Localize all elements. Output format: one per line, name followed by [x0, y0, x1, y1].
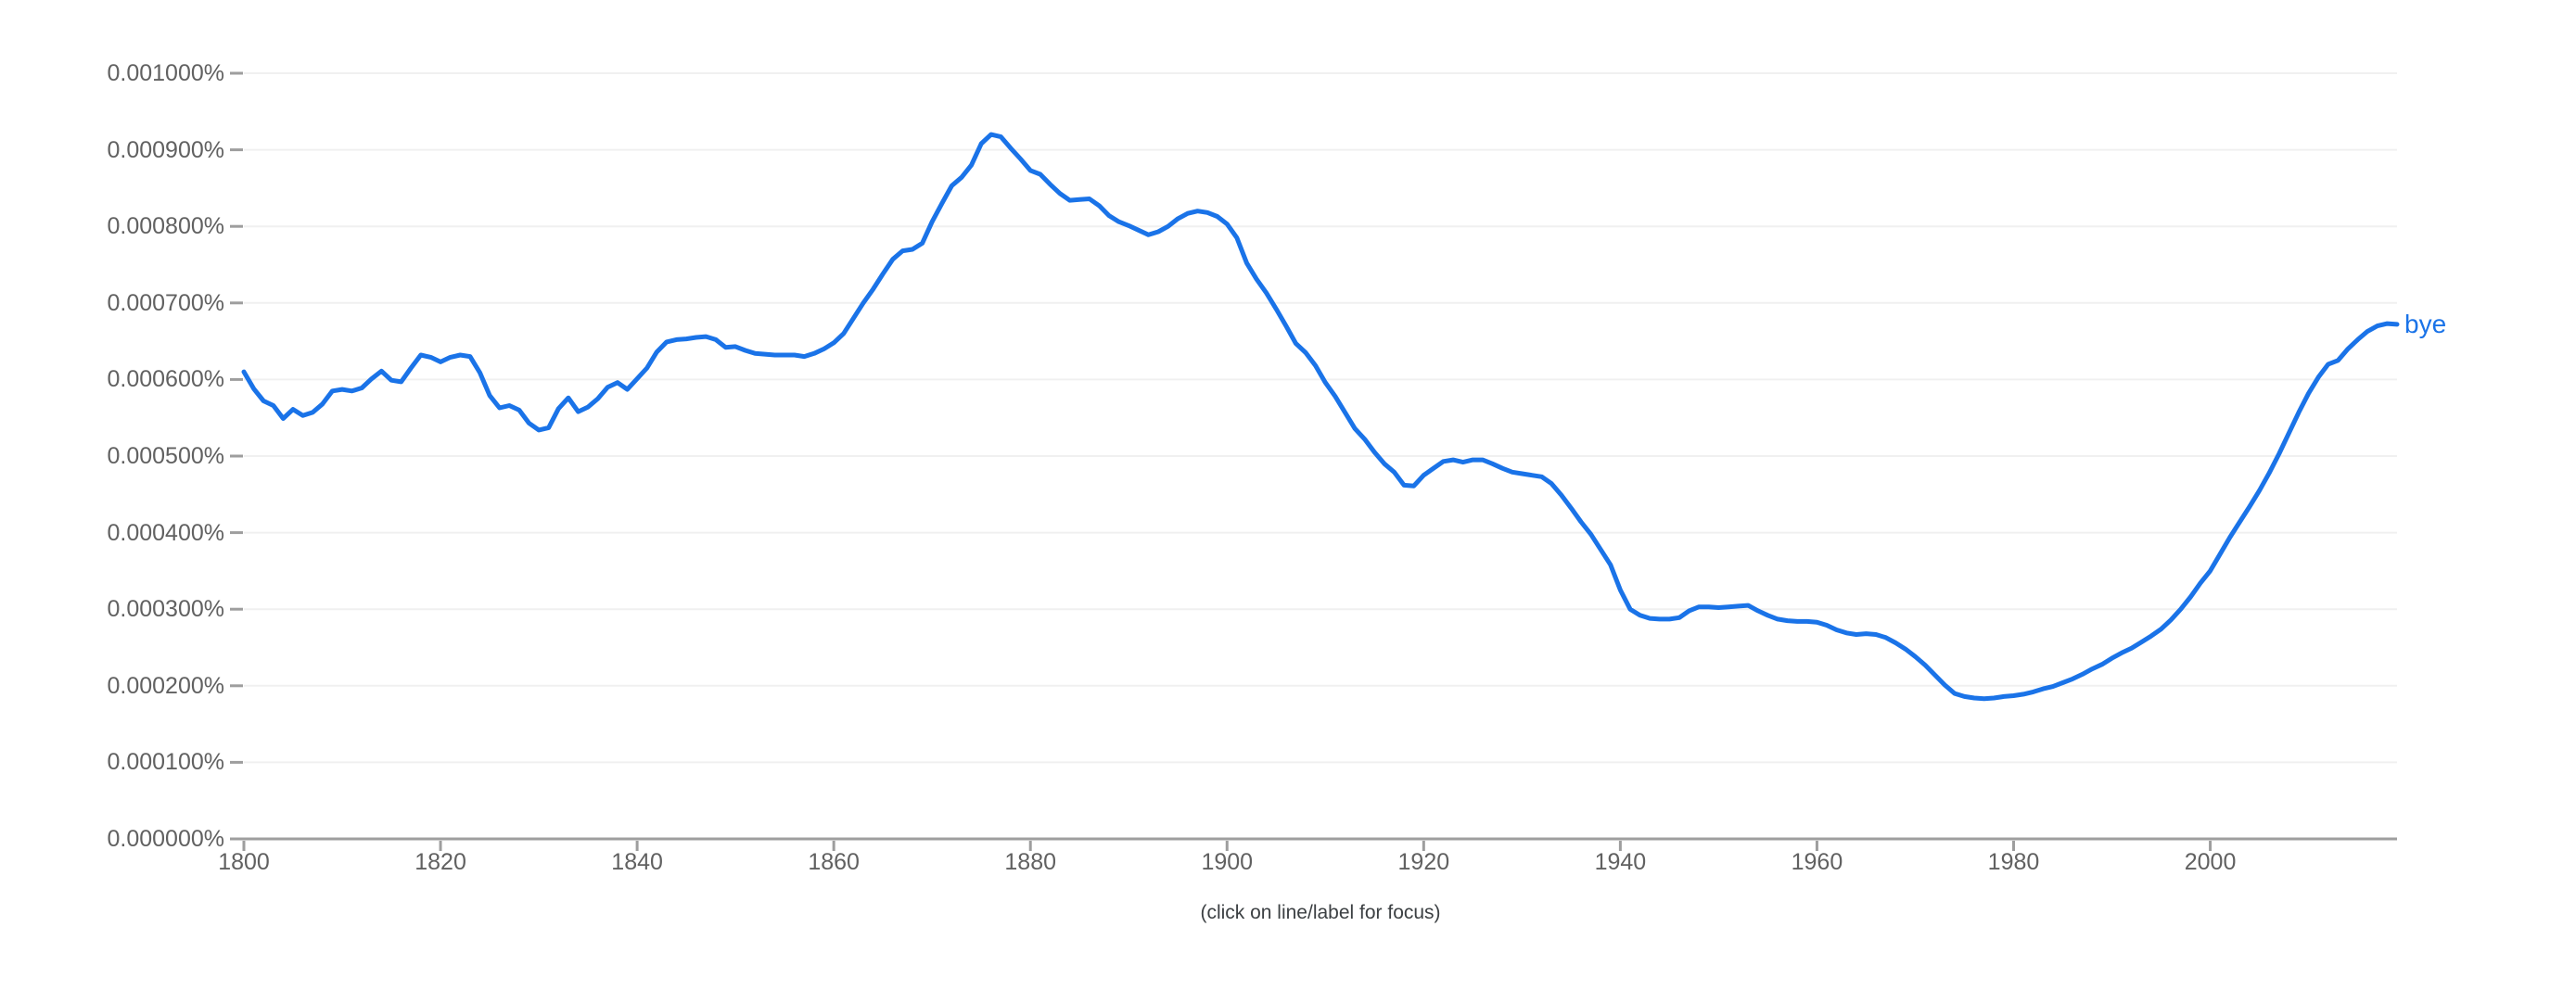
y-axis-label: 0.000000% [107, 826, 224, 852]
y-axis-label: 0.000400% [107, 519, 224, 546]
x-axis-label: 1880 [1004, 849, 1057, 875]
x-axis-label: 1840 [611, 849, 663, 875]
series-label-bye[interactable]: bye [2404, 309, 2447, 338]
y-axis-label: 0.001000% [107, 60, 224, 86]
y-axis-label: 0.000500% [107, 443, 224, 469]
x-axis-label: 1940 [1594, 849, 1647, 875]
x-axis-label: 2000 [2184, 849, 2237, 875]
y-axis-label: 0.000300% [107, 596, 224, 623]
horizontal-gridlines [244, 72, 2397, 764]
x-axis-label: 1960 [1791, 849, 1843, 875]
x-axis-label: 1860 [808, 849, 860, 875]
y-axis-tick-marks [230, 71, 243, 841]
x-axis-tick-marks [242, 841, 2213, 851]
focus-hint-text: (click on line/label for focus) [1200, 902, 1441, 923]
ngram-series-line-bye[interactable] [241, 132, 2400, 702]
y-axis-label: 0.000100% [107, 749, 224, 776]
x-axis-label: 1900 [1201, 849, 1254, 875]
x-axis-label: 1920 [1397, 849, 1450, 875]
y-axis-label: 0.000700% [107, 289, 224, 316]
x-axis-label: 1980 [1987, 849, 2040, 875]
x-axis-label: 1820 [414, 849, 466, 875]
y-axis-label: 0.000800% [107, 213, 224, 240]
y-axis-label: 0.000200% [107, 672, 224, 699]
x-axis-label: 1800 [218, 849, 270, 875]
y-axis-label: 0.000600% [107, 366, 224, 393]
y-axis-label: 0.000900% [107, 136, 224, 163]
